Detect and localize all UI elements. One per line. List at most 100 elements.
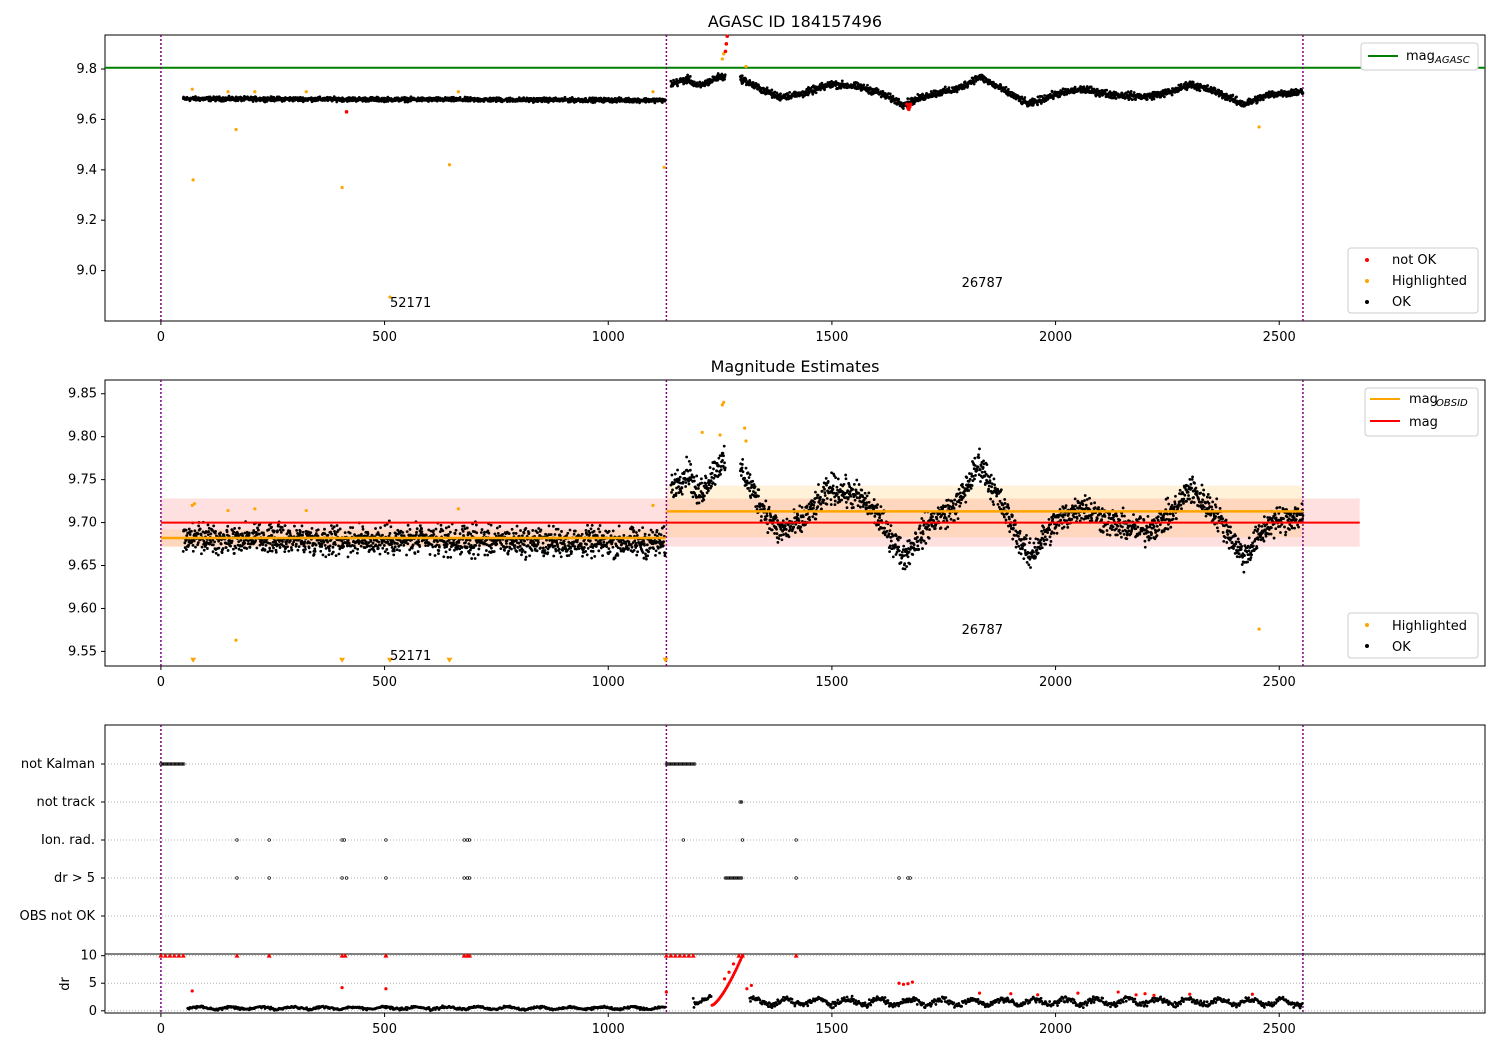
- ok-point: [291, 543, 295, 547]
- agasc-legend-upper: mag AGASC: [1360, 42, 1479, 71]
- ok-point: [346, 555, 350, 559]
- ok-point: [287, 549, 291, 553]
- ok-point: [663, 551, 667, 555]
- ok-point: [486, 553, 490, 557]
- ok-point: [542, 554, 546, 558]
- ok-point: [456, 544, 460, 548]
- agasc-legend-lower: not OK Highlighted OK: [1347, 247, 1479, 314]
- ok-point: [436, 540, 439, 543]
- ok-point: [314, 543, 318, 547]
- ok-point: [1191, 80, 1195, 84]
- legend-mag-agasc-sub: AGASC: [1434, 55, 1470, 66]
- ok-point: [377, 540, 381, 544]
- ok-point: [309, 531, 313, 535]
- ok-point: [660, 101, 664, 104]
- ok-point: [437, 549, 441, 553]
- ok-point: [442, 555, 446, 559]
- ok-point: [862, 83, 866, 87]
- ok-point: [296, 548, 300, 552]
- ok-point: [585, 543, 588, 546]
- p1-ytick-label: 9.8: [76, 62, 97, 77]
- ok-point: [346, 539, 350, 542]
- ok-point: [527, 531, 531, 535]
- ok-point: [507, 532, 511, 536]
- ok-point: [286, 545, 289, 549]
- ok-point: [268, 542, 272, 545]
- ok-point: [1129, 89, 1133, 93]
- ok-point: [396, 542, 399, 546]
- highlighted-point: [447, 163, 452, 167]
- ok-point: [647, 533, 651, 537]
- ok-point: [199, 533, 203, 537]
- ok-point: [820, 81, 824, 85]
- ok-point: [379, 526, 382, 530]
- ok-point: [200, 552, 203, 556]
- ok-point: [616, 553, 620, 557]
- ok-point: [652, 547, 656, 551]
- ok-point: [582, 546, 586, 549]
- ok-point: [593, 555, 597, 558]
- ok-point: [607, 547, 611, 550]
- ok-point: [513, 544, 517, 547]
- ok-point: [655, 529, 659, 532]
- p1-ytick-label: 9.6: [76, 112, 97, 127]
- ok-point: [232, 551, 236, 555]
- ok-point: [369, 544, 373, 547]
- ok-point: [453, 532, 457, 536]
- ok-point: [303, 540, 307, 544]
- ok-point: [424, 533, 428, 537]
- ok-point: [434, 527, 438, 531]
- ok-point: [966, 84, 970, 88]
- ok-point: [1020, 95, 1024, 99]
- ok-point: [1058, 95, 1062, 98]
- ok-point: [598, 530, 602, 534]
- ok-point: [295, 529, 299, 532]
- ok-point: [392, 553, 396, 557]
- highlighted-point: [662, 165, 666, 169]
- p1-xtick-label: 2500: [1263, 330, 1296, 345]
- ok-point: [539, 546, 542, 550]
- ok-point: [303, 545, 307, 549]
- ok-point: [193, 529, 197, 533]
- ok-point: [324, 555, 328, 559]
- ok-point: [458, 532, 462, 536]
- ok-point: [480, 528, 484, 531]
- highlighted-point: [744, 64, 748, 69]
- ok-point: [631, 526, 635, 530]
- ok-point: [219, 542, 223, 546]
- ok-point: [972, 82, 976, 86]
- ok-point: [408, 528, 412, 531]
- ok-point: [723, 73, 727, 77]
- ok-point: [271, 544, 274, 547]
- ok-point: [272, 95, 276, 99]
- ok-point: [558, 534, 562, 538]
- ok-point: [560, 530, 563, 533]
- ok-point: [231, 547, 235, 551]
- ok-point: [482, 533, 486, 537]
- ok-point: [323, 544, 327, 547]
- ok-point: [465, 526, 469, 530]
- ok-point: [268, 546, 272, 550]
- ok-point: [943, 85, 947, 89]
- ok-point: [468, 551, 471, 555]
- ok-point: [510, 527, 514, 531]
- ok-point: [460, 546, 464, 549]
- ok-point: [327, 553, 331, 557]
- ok-point: [647, 550, 650, 554]
- obsid-label: 26787: [962, 276, 1003, 291]
- ok-point: [649, 546, 652, 550]
- ok-point: [635, 534, 639, 537]
- ok-point: [512, 531, 516, 535]
- ok-point: [446, 555, 450, 559]
- ok-point: [498, 525, 502, 528]
- ok-point: [1114, 97, 1118, 100]
- ok-point: [360, 532, 363, 536]
- ok-point: [570, 550, 573, 554]
- obsid-label: 52171: [390, 296, 431, 311]
- ok-point: [280, 100, 284, 103]
- ok-point: [237, 526, 241, 530]
- highlighted-point: [340, 185, 344, 190]
- ok-point: [811, 92, 815, 96]
- ok-point: [448, 548, 452, 551]
- ok-point: [280, 525, 284, 529]
